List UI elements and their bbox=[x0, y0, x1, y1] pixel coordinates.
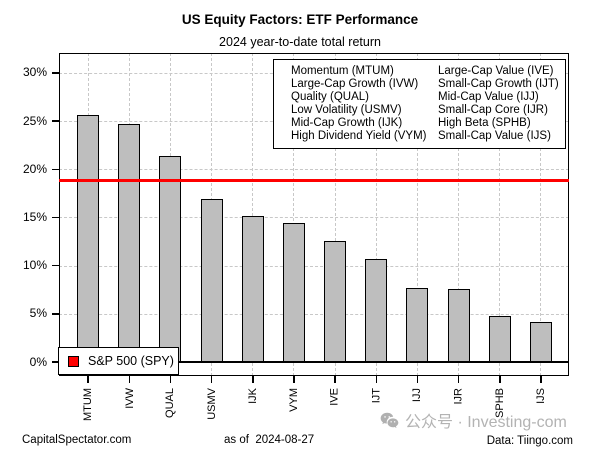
x-tick-label: IVE bbox=[329, 388, 342, 406]
x-tick bbox=[210, 376, 213, 383]
legend-item: Quality (QUAL) bbox=[291, 90, 369, 103]
x-tick bbox=[416, 376, 419, 383]
y-tick bbox=[51, 120, 59, 122]
watermark: 公众号 · Investing-com bbox=[379, 408, 567, 432]
v-gridline bbox=[416, 53, 418, 376]
watermark-text: 公众号 · Investing-com bbox=[405, 414, 567, 431]
v-gridline bbox=[499, 53, 501, 376]
legend-item: High Dividend Yield (VYM) bbox=[291, 129, 427, 142]
x-tick bbox=[128, 376, 131, 383]
legend-column-right: Large-Cap Value (IVE) Small-Cap Growth (I… bbox=[438, 65, 559, 142]
spy-legend-label: S&P 500 (SPY) bbox=[88, 354, 174, 368]
bar-VYM bbox=[282, 223, 305, 362]
x-tick-label: IJS bbox=[534, 388, 547, 404]
spy-legend: S&P 500 (SPY) bbox=[58, 347, 179, 375]
bar-IJS bbox=[529, 322, 552, 362]
bar-IJT bbox=[365, 258, 388, 362]
x-tick bbox=[540, 376, 542, 383]
legend-item: High Beta (SPHB) bbox=[438, 116, 531, 129]
legend-item: Small-Cap Growth (IJT) bbox=[438, 77, 559, 90]
wechat-icon bbox=[380, 412, 399, 428]
zero-axis-line bbox=[59, 361, 569, 363]
bar-IVE bbox=[324, 240, 347, 362]
plot-area: Momentum (MTUM) Large-Cap Growth (IVW) Qua… bbox=[23, 53, 569, 421]
etf-legend-box: Momentum (MTUM) Large-Cap Growth (IVW) Qua… bbox=[273, 59, 566, 149]
bar-IJR bbox=[447, 288, 470, 362]
legend-item: Large-Cap Value (IVE) bbox=[438, 65, 554, 77]
y-tick bbox=[51, 216, 59, 219]
bar-IJK bbox=[241, 216, 264, 362]
y-tick-label: 5% bbox=[29, 306, 47, 321]
x-tick-label: IJR bbox=[452, 388, 465, 405]
bar-MTUM bbox=[77, 115, 100, 362]
v-gridline bbox=[334, 53, 336, 376]
spy-reference-line bbox=[59, 179, 569, 183]
v-gridline bbox=[375, 53, 377, 376]
bar-USMV bbox=[200, 199, 223, 362]
legend-item: Small-Cap Core (IJR) bbox=[438, 103, 548, 116]
y-tick-label: 25% bbox=[22, 113, 47, 128]
x-tick-label: QUAL bbox=[164, 388, 177, 418]
y-tick-label: 30% bbox=[22, 65, 47, 80]
bar-IJJ bbox=[406, 287, 429, 362]
x-tick-label: IJJ bbox=[411, 388, 424, 403]
y-tick bbox=[51, 168, 59, 170]
x-tick bbox=[499, 376, 501, 383]
legend-item: Mid-Cap Value (IJJ) bbox=[438, 90, 539, 103]
legend-column-left: Momentum (MTUM) Large-Cap Growth (IVW) Qua… bbox=[291, 65, 427, 142]
legend-item: Small-Cap Value (IJS) bbox=[438, 129, 551, 142]
h-gridline bbox=[59, 313, 569, 315]
x-tick-label: IJT bbox=[370, 388, 383, 404]
y-tick-label: 15% bbox=[22, 209, 47, 224]
v-gridline bbox=[293, 53, 295, 376]
x-tick-label: IJK bbox=[246, 388, 259, 404]
v-gridline bbox=[540, 53, 542, 376]
footer-data-source: Data: Tiingo.com bbox=[486, 435, 573, 447]
legend-item: Low Volatility (USMV) bbox=[291, 103, 402, 116]
y-tick-label: 20% bbox=[22, 161, 47, 176]
y-tick-label: 10% bbox=[22, 258, 47, 273]
x-tick-label: IVW bbox=[123, 388, 136, 409]
h-gridline bbox=[59, 169, 569, 171]
y-tick bbox=[51, 313, 59, 315]
x-tick bbox=[457, 376, 460, 383]
x-tick-label: USMV bbox=[205, 388, 218, 420]
bar-IVW bbox=[118, 123, 141, 362]
y-tick-label: 0% bbox=[29, 354, 47, 369]
x-tick-label: VYM bbox=[287, 388, 300, 412]
x-tick bbox=[375, 376, 378, 383]
bar-QUAL bbox=[159, 155, 182, 362]
x-tick bbox=[87, 376, 89, 383]
x-tick bbox=[293, 376, 295, 383]
v-gridline bbox=[252, 53, 254, 376]
chart-title: US Equity Factors: ETF Performance bbox=[181, 12, 419, 27]
legend-item: Momentum (MTUM) bbox=[291, 65, 394, 77]
chart-subtitle: 2024 year-to-date total return bbox=[219, 35, 381, 49]
spy-swatch bbox=[68, 355, 79, 367]
legend-item: Mid-Cap Growth (IJK) bbox=[291, 116, 403, 129]
h-gridline bbox=[59, 217, 569, 219]
footer-asof-date: as of 2024-08-27 bbox=[224, 434, 315, 446]
y-tick bbox=[51, 72, 59, 74]
h-gridline bbox=[59, 265, 569, 267]
x-tick bbox=[169, 376, 172, 383]
y-tick bbox=[51, 264, 59, 267]
footer-source: CapitalSpectator.com bbox=[22, 434, 132, 446]
x-tick-label: MTUM bbox=[82, 388, 95, 421]
legend-item: Large-Cap Growth (IVW) bbox=[291, 77, 419, 90]
bar-SPHB bbox=[488, 315, 511, 362]
x-tick bbox=[334, 376, 336, 383]
y-tick bbox=[51, 361, 59, 363]
x-tick bbox=[252, 376, 254, 383]
v-gridline bbox=[458, 53, 460, 376]
